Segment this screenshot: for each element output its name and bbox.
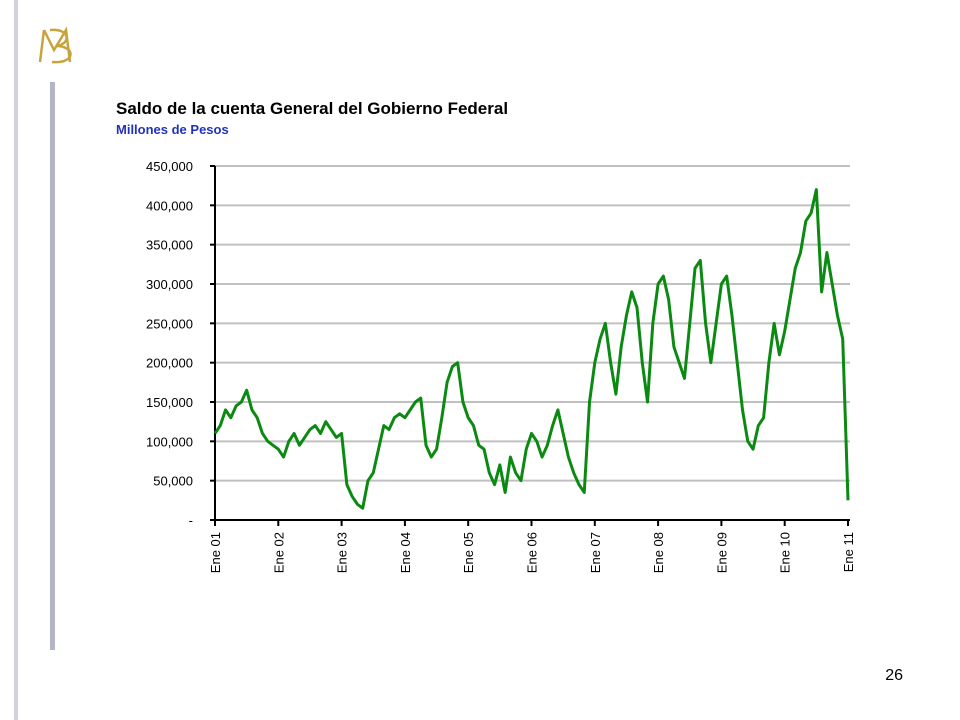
x-tick-label: Ene 09 — [714, 532, 729, 573]
y-tick-label: 300,000 — [146, 277, 193, 292]
y-tick-label: 200,000 — [146, 356, 193, 371]
x-tick-label: Ene 05 — [461, 532, 476, 573]
y-tick-label: 50,000 — [153, 474, 193, 489]
side-bar — [14, 0, 18, 720]
x-tick-label: Ene 10 — [778, 532, 793, 573]
y-tick-label: - — [189, 513, 193, 528]
chart-title: Saldo de la cuenta General del Gobierno … — [116, 99, 508, 118]
y-tick-label: 250,000 — [146, 316, 193, 331]
x-tick-label: Ene 04 — [398, 532, 413, 573]
y-tick-label: 150,000 — [146, 395, 193, 410]
data-line — [213, 188, 850, 510]
page-number: 26 — [885, 667, 903, 684]
x-tick-label: Ene 07 — [588, 532, 603, 573]
x-tick-label: Ene 03 — [335, 532, 350, 573]
y-tick-label: 100,000 — [146, 434, 193, 449]
x-tick-label: Ene 02 — [271, 532, 286, 573]
chart-subtitle: Millones de Pesos — [116, 122, 229, 137]
y-tick-label: 350,000 — [146, 238, 193, 253]
y-tick-label: 450,000 — [146, 159, 193, 174]
y-tick-label: 400,000 — [146, 198, 193, 213]
x-tick-label: Ene 01 — [208, 532, 223, 573]
x-tick-label: Ene 08 — [651, 532, 666, 573]
x-tick-label: Ene 11 — [841, 532, 856, 572]
logo — [38, 26, 72, 64]
x-tick-label: Ene 06 — [525, 532, 540, 573]
side-bar — [50, 82, 55, 650]
